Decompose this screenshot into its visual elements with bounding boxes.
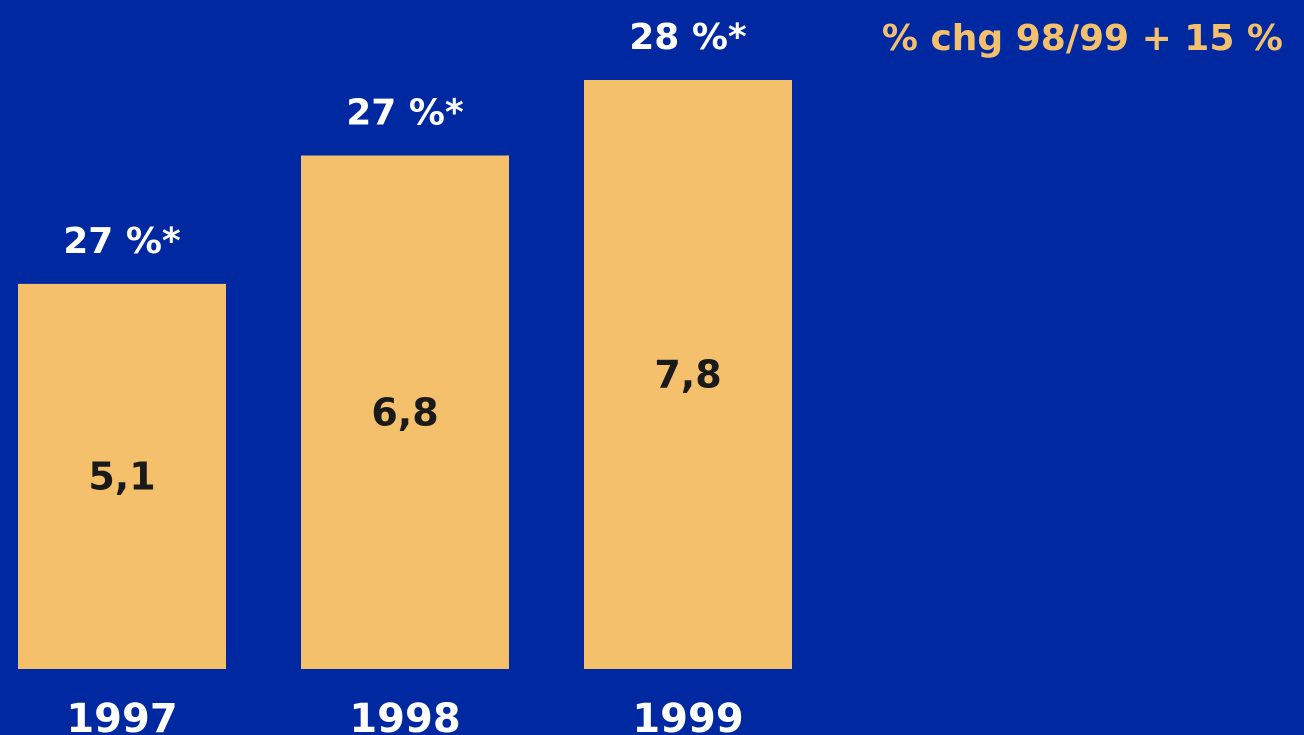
category-label: 1999 <box>632 696 743 735</box>
category-label: 1998 <box>349 696 460 735</box>
bar-share-label: 27 %* <box>63 221 181 262</box>
bar-share-label: 28 %* <box>629 17 747 58</box>
bar-value-label: 5,1 <box>88 454 155 498</box>
percent-change-annotation: % chg 98/99 + 15 % <box>882 18 1283 59</box>
bar-value-label: 7,8 <box>654 353 721 397</box>
bar-value-label: 6,8 <box>371 390 438 434</box>
category-label: 1997 <box>66 696 177 735</box>
bar-share-label: 27 %* <box>346 93 464 134</box>
